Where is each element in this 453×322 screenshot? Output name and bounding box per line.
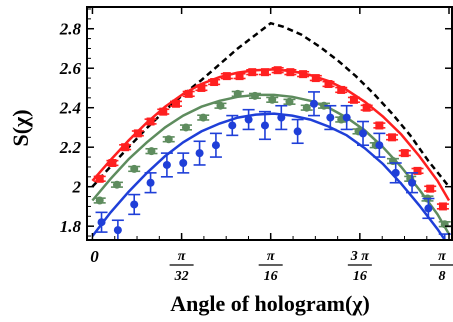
data-points — [93, 66, 451, 240]
point-1-20 — [440, 220, 449, 229]
point-0-14 — [273, 66, 282, 75]
point-0-19 — [337, 85, 346, 94]
point-1-7 — [216, 101, 225, 110]
point-2-20 — [424, 204, 433, 213]
point-1-6 — [199, 113, 208, 122]
y-tick-label-0: 1.8 — [60, 217, 82, 236]
point-2-11 — [277, 113, 286, 122]
point-1-8 — [233, 89, 242, 98]
x-tick-num-3: 3 π — [350, 249, 370, 264]
point-0-8 — [197, 83, 206, 92]
x-axis-ticks: 0 π 32 π 16 3 π 16 π 8 — [90, 7, 453, 284]
point-0-3 — [133, 129, 142, 138]
x-tick-den-1: 32 — [174, 269, 189, 284]
point-0-17 — [311, 74, 320, 83]
point-0-0 — [95, 174, 104, 183]
point-1-4 — [164, 135, 173, 144]
point-0-11 — [235, 72, 244, 81]
x-tick-label-0: 0 — [90, 247, 99, 266]
y-tick-label-3: 2.4 — [59, 99, 81, 118]
point-0-2 — [121, 143, 130, 152]
point-1-11 — [285, 97, 294, 106]
point-2-7 — [211, 141, 220, 150]
x-tick-den-3: 16 — [353, 269, 367, 284]
point-2-14 — [326, 113, 335, 122]
y-axis-ticks: 1.8 2 2.2 2.4 2.6 2.8 — [59, 8, 452, 237]
point-0-22 — [375, 121, 384, 130]
y-tick-label-4: 2.6 — [59, 59, 82, 78]
point-2-5 — [179, 158, 188, 167]
x-axis-label: Angle of hologram(χ) — [170, 291, 370, 316]
y-axis-label: S(χ) — [8, 109, 33, 146]
point-2-19 — [408, 178, 417, 187]
point-1-3 — [147, 147, 156, 156]
point-0-5 — [159, 107, 168, 116]
point-0-10 — [222, 72, 231, 81]
point-1-2 — [130, 164, 139, 173]
point-2-0 — [97, 218, 106, 227]
point-2-12 — [293, 127, 302, 136]
point-2-21 — [444, 239, 446, 240]
x-axis-label-text: Angle of hologram(χ) — [170, 291, 370, 316]
point-0-7 — [184, 89, 193, 98]
point-0-18 — [324, 80, 333, 89]
point-0-20 — [349, 95, 358, 104]
y-tick-label-2: 2.2 — [59, 138, 82, 157]
point-2-6 — [195, 149, 204, 158]
point-2-13 — [309, 99, 318, 108]
point-1-10 — [268, 95, 277, 104]
point-2-16 — [359, 129, 368, 138]
point-0-25 — [413, 166, 422, 175]
point-0-1 — [108, 158, 117, 167]
plot-frame — [86, 6, 453, 241]
point-0-16 — [299, 70, 308, 79]
point-2-4 — [162, 160, 171, 169]
point-2-15 — [342, 113, 351, 122]
x-tick-den-2: 16 — [264, 269, 278, 284]
y-axis-label-text: S(χ) — [8, 109, 33, 146]
point-2-2 — [130, 200, 139, 209]
point-1-1 — [112, 180, 121, 189]
point-2-8 — [228, 121, 237, 130]
point-2-17 — [375, 141, 384, 150]
curve-0 — [91, 21, 450, 188]
point-2-18 — [391, 168, 400, 177]
point-2-3 — [146, 178, 155, 187]
point-0-26 — [426, 184, 435, 193]
point-1-5 — [181, 123, 190, 132]
point-0-21 — [362, 103, 371, 112]
point-1-0 — [95, 196, 104, 205]
point-0-15 — [286, 68, 295, 77]
point-2-10 — [260, 121, 269, 130]
point-0-13 — [260, 68, 269, 77]
point-1-13 — [319, 101, 328, 110]
x-tick-num-1: π — [178, 249, 186, 264]
x-tick-den-4: 8 — [439, 269, 446, 284]
point-2-9 — [244, 115, 253, 124]
point-2-1 — [113, 226, 122, 235]
x-tick-num-4: π — [438, 249, 446, 264]
y-tick-label-5: 2.8 — [59, 20, 82, 39]
point-1-9 — [250, 91, 259, 100]
point-0-24 — [400, 149, 409, 158]
point-0-23 — [388, 133, 397, 142]
point-0-6 — [171, 99, 180, 108]
x-tick-num-2: π — [267, 249, 275, 264]
point-1-12 — [302, 103, 311, 112]
y-tick-label-1: 2 — [72, 178, 82, 197]
point-0-27 — [438, 202, 447, 211]
point-0-12 — [248, 68, 257, 77]
point-0-9 — [210, 78, 219, 87]
point-0-4 — [146, 117, 155, 126]
